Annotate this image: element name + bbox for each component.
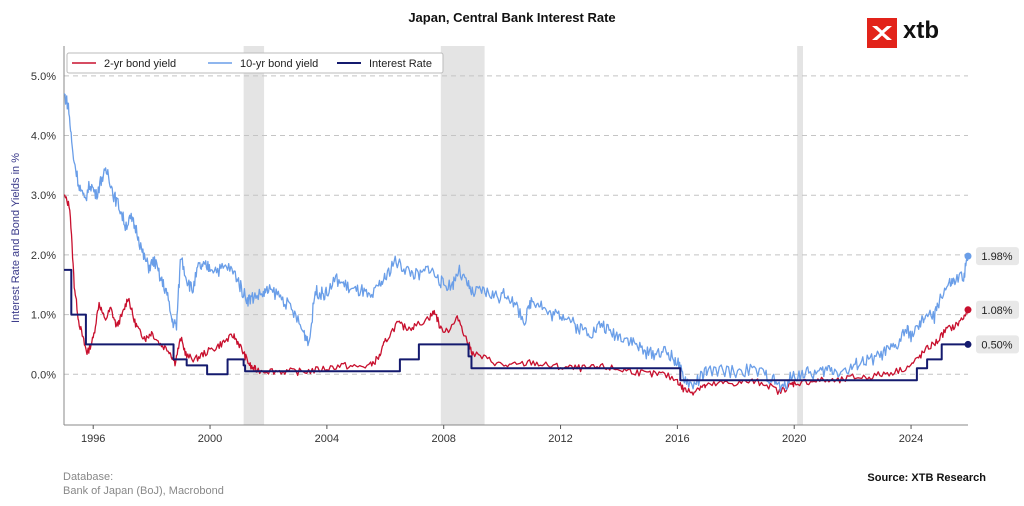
series-lines (63, 93, 969, 396)
end-point-1 (964, 252, 972, 260)
y-gridlines (64, 75, 968, 375)
xtb-logo-icon (867, 18, 897, 48)
y-tick-label: 4.0% (31, 131, 56, 143)
end-label-1: 1.98% (981, 251, 1012, 263)
end-point-2 (964, 340, 972, 348)
axes (63, 46, 968, 426)
x-tick-label: 2004 (315, 433, 339, 445)
x-tick-label: 2012 (548, 433, 572, 445)
legend-label-2: Interest Rate (369, 58, 432, 70)
end-labels: 1.08% 1.98% 0.50% (964, 247, 1019, 354)
end-label-box-2 (976, 335, 1019, 354)
end-point-0 (964, 306, 972, 314)
y-tick-label: 0.0% (31, 369, 56, 381)
series-line-10-yr-bond-yield (63, 93, 969, 393)
recession-band-2 (797, 46, 803, 425)
recession-band-0 (243, 46, 265, 425)
y-axis-label: Interest Rate and Bond Yields in % (10, 153, 22, 323)
legend[interactable]: 2-yr bond yield 10-yr bond yield Interest … (66, 52, 444, 74)
y-tick-label: 5.0% (31, 71, 56, 83)
end-label-0: 1.08% (981, 305, 1012, 317)
x-tick-label: 2008 (431, 433, 455, 445)
chart-title: Japan, Central Bank Interest Rate (408, 10, 615, 25)
end-label-2: 0.50% (981, 339, 1012, 351)
end-label-box-1 (976, 247, 1019, 266)
xtb-logo-text: xtb (903, 17, 939, 44)
recession-band-1 (440, 46, 485, 425)
xtb-logo: xtb (867, 17, 947, 48)
y-tick-label: 1.0% (31, 310, 56, 322)
legend-frame (66, 52, 444, 74)
legend-label-1: 10-yr bond yield (240, 58, 318, 70)
series-line-interest-rate (64, 268, 968, 382)
y-tick-label: 2.0% (31, 250, 56, 262)
footer-source: Source: XTB Research (867, 472, 986, 484)
x-tick-label: 2020 (782, 433, 806, 445)
recession-shading (243, 46, 803, 425)
series-line-2-yr-bond-yield (63, 194, 969, 396)
x-tick-label: 2024 (899, 433, 923, 445)
footer-database: Database: Bank of Japan (BoJ), Macrobond (63, 470, 224, 498)
footer-database-label: Database: (63, 471, 114, 483)
axis-ticks: 0.0% 1.0% 2.0% 3.0% 4.0% 5.0% 1996 2000 2004 2008… (31, 71, 923, 445)
footer-database-sources: Bank of Japan (BoJ), Macrobond (63, 485, 224, 497)
x-tick-label: 2000 (198, 433, 222, 445)
x-tick-label: 1996 (81, 433, 105, 445)
y-tick-label: 3.0% (31, 190, 56, 202)
legend-label-0: 2-yr bond yield (104, 58, 176, 70)
x-tick-label: 2016 (665, 433, 689, 445)
end-label-box-0 (976, 300, 1019, 319)
